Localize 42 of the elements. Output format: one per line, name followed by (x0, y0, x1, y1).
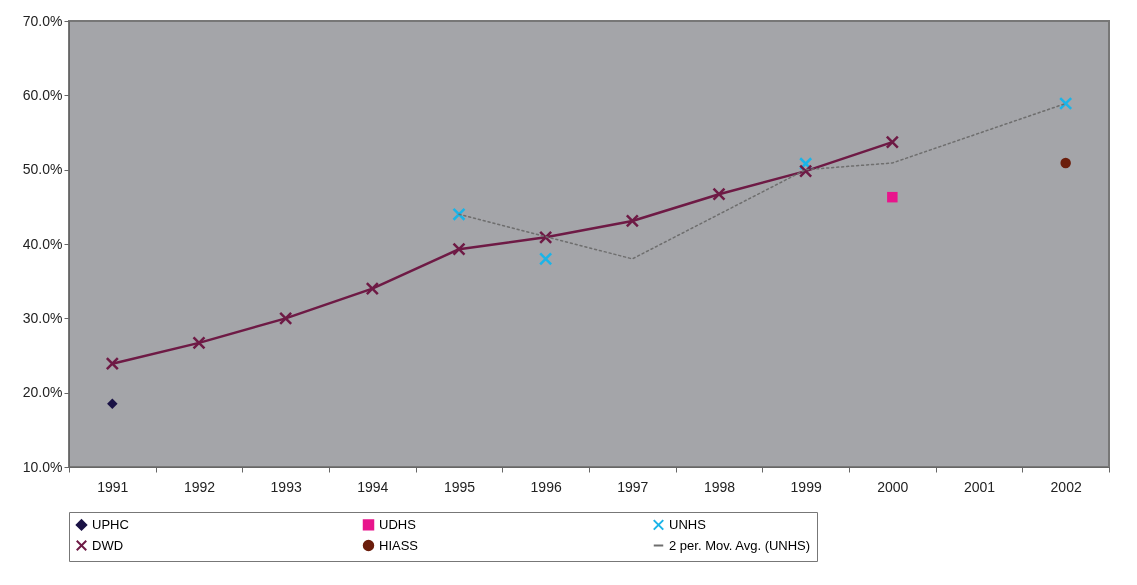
x-tick-label: 2000 (877, 478, 909, 495)
point (278, 311, 293, 326)
point (712, 187, 726, 201)
y-tick-label: 30.0% (22, 309, 63, 326)
y-tick-label: 70.0% (22, 12, 63, 29)
x-tick-label: 1991 (97, 478, 129, 495)
point (192, 336, 206, 350)
point (107, 398, 118, 410)
y-tick-label: 20.0% (22, 384, 63, 401)
point (538, 230, 553, 245)
x-tick-label: 2002 (1050, 478, 1082, 495)
point (538, 252, 553, 266)
y-tick-label: 40.0% (22, 235, 63, 252)
legend-label: UPHC (92, 516, 129, 532)
line-series (458, 102, 1067, 260)
x-tick-label: 2001 (963, 478, 996, 495)
point (798, 164, 813, 178)
y-tick-label: 50.0% (22, 161, 63, 178)
point (625, 214, 640, 228)
x-tick-label: 1995 (443, 478, 476, 495)
legend-label: UNHS (669, 516, 707, 532)
point (105, 356, 120, 371)
point (1060, 157, 1071, 169)
legend-label: DWD (92, 537, 124, 553)
x-tick-label: 1999 (790, 478, 822, 495)
x-tick-label: 1994 (357, 478, 389, 495)
x-tick-label: 1997 (617, 478, 649, 495)
point (1058, 96, 1073, 111)
y-tick-label: 10.0% (22, 458, 63, 475)
x-tick-label: 1992 (183, 478, 216, 495)
legend-label: HIASS (379, 537, 419, 553)
legend-label: UDHS (379, 516, 417, 532)
point (452, 242, 466, 256)
point (365, 281, 380, 296)
legend-label: 2 per. Mov. Avg. (UNHS) (669, 537, 811, 553)
x-tick-label: 1998 (703, 478, 736, 495)
y-tick-label: 60.0% (22, 86, 63, 103)
point (887, 191, 898, 203)
x-tick-label: 1996 (530, 478, 562, 495)
point (885, 135, 900, 149)
point (452, 207, 466, 221)
x-tick-label: 1993 (270, 478, 302, 495)
